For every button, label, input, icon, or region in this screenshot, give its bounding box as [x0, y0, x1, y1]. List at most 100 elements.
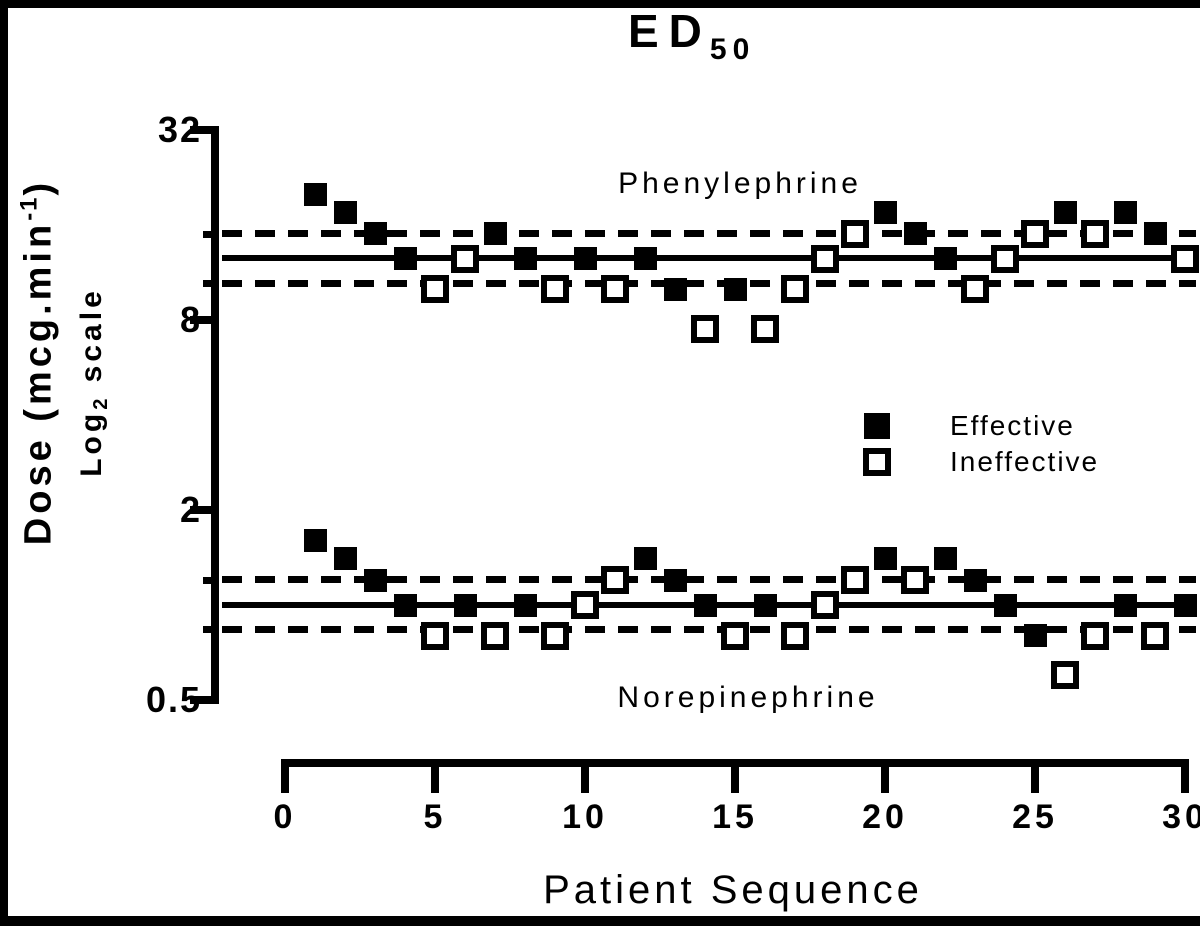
norepinephrine-p2-effective-marker: [334, 547, 357, 570]
y-axis-spine: [211, 126, 219, 704]
x-tick-label-30: 30: [1162, 798, 1200, 836]
frame-bottom-bar: [0, 916, 1200, 926]
norepinephrine-p23-effective-marker: [964, 569, 987, 592]
x-tick-label-10: 10: [562, 798, 608, 836]
phenylephrine-p13-effective-marker: [664, 278, 687, 301]
phenylephrine-p25-ineffective-marker: [1021, 220, 1049, 248]
norepinephrine-p11-ineffective-marker: [601, 566, 629, 594]
y-axis-minor-tick-phenylephrine-ci-lower: [203, 280, 219, 287]
y-axis-scale-subscript: 2: [90, 394, 112, 410]
norepinephrine-p14-effective-marker: [694, 594, 717, 617]
y-axis-major-tick-0.5: [190, 696, 219, 704]
y-tick-label-0.5: 0.5: [145, 679, 202, 720]
y-axis-title-superscript: -1: [15, 195, 43, 221]
frame-left-bar: [0, 0, 8, 926]
phenylephrine-p12-effective-marker: [634, 247, 657, 270]
norepinephrine-p6-effective-marker: [454, 594, 477, 617]
y-axis-major-tick-32: [190, 126, 219, 134]
norepinephrine-p7-ineffective-marker: [481, 622, 509, 650]
y-tick-label-32: 32: [157, 109, 202, 150]
norepinephrine-p17-ineffective-marker: [781, 622, 809, 650]
x-axis-tick-5: [431, 765, 439, 793]
x-axis-tick-10: [581, 765, 589, 793]
x-tick-label-20: 20: [862, 798, 908, 836]
series-label-phenylephrine: Phenylephrine: [618, 167, 862, 200]
y-tick-label-8: 8: [179, 299, 202, 340]
phenylephrine-ed50-line: [222, 255, 1188, 261]
norepinephrine-p29-ineffective-marker: [1141, 622, 1169, 650]
phenylephrine-p5-ineffective-marker: [421, 275, 449, 303]
norepinephrine-p16-effective-marker: [754, 594, 777, 617]
phenylephrine-p10-effective-marker: [574, 247, 597, 270]
phenylephrine-p21-effective-marker: [904, 222, 927, 245]
x-tick-label-25: 25: [1012, 798, 1058, 836]
norepinephrine-p18-ineffective-marker: [811, 591, 839, 619]
norepinephrine-p21-ineffective-marker: [901, 566, 929, 594]
phenylephrine-ci-upper-line: [222, 230, 1196, 237]
phenylephrine-p29-effective-marker: [1144, 222, 1167, 245]
chart-title-text: ED: [628, 5, 712, 57]
phenylephrine-p9-ineffective-marker: [541, 275, 569, 303]
y-axis-title: Dose (mcg.min-1): [16, 179, 61, 545]
phenylephrine-p23-ineffective-marker: [961, 275, 989, 303]
y-axis-major-tick-2: [190, 506, 219, 514]
phenylephrine-p4-effective-marker: [394, 247, 417, 270]
phenylephrine-p3-effective-marker: [364, 222, 387, 245]
phenylephrine-p28-effective-marker: [1114, 201, 1137, 224]
legend-effective-marker-icon: [864, 413, 890, 439]
norepinephrine-p19-ineffective-marker: [841, 566, 869, 594]
norepinephrine-p12-effective-marker: [634, 547, 657, 570]
phenylephrine-p6-ineffective-marker: [451, 245, 479, 273]
phenylephrine-p18-ineffective-marker: [811, 245, 839, 273]
phenylephrine-p11-ineffective-marker: [601, 275, 629, 303]
phenylephrine-p26-effective-marker: [1054, 201, 1077, 224]
norepinephrine-p28-effective-marker: [1114, 594, 1137, 617]
phenylephrine-p19-ineffective-marker: [841, 220, 869, 248]
chart-title-subscript: 50: [709, 33, 756, 66]
phenylephrine-p24-ineffective-marker: [991, 245, 1019, 273]
legend-ineffective-marker-icon: [863, 448, 891, 476]
norepinephrine-p15-ineffective-marker: [721, 622, 749, 650]
norepinephrine-p4-effective-marker: [394, 594, 417, 617]
phenylephrine-p27-ineffective-marker: [1081, 220, 1109, 248]
legend-effective-label: Effective: [950, 410, 1075, 441]
chart-title: ED50: [628, 4, 757, 66]
x-axis-tick-15: [731, 765, 739, 793]
norepinephrine-p26-ineffective-marker: [1051, 661, 1079, 689]
norepinephrine-p27-ineffective-marker: [1081, 622, 1109, 650]
norepinephrine-p25-effective-marker: [1024, 624, 1047, 647]
y-axis-title-main: Dose (mcg.min: [17, 220, 60, 546]
phenylephrine-p15-effective-marker: [724, 278, 747, 301]
norepinephrine-p10-ineffective-marker: [571, 591, 599, 619]
y-axis-title-suffix: ): [17, 178, 60, 196]
phenylephrine-p7-effective-marker: [484, 222, 507, 245]
phenylephrine-ci-lower-line: [222, 280, 1196, 287]
norepinephrine-p8-effective-marker: [514, 594, 537, 617]
x-tick-label-5: 5: [423, 798, 447, 836]
phenylephrine-p16-ineffective-marker: [751, 315, 779, 343]
norepinephrine-p1-effective-marker: [304, 529, 327, 552]
y-axis-minor-tick-norepinephrine-ci-upper: [203, 577, 219, 584]
norepinephrine-p5-ineffective-marker: [421, 622, 449, 650]
y-axis-minor-tick-norepinephrine-ci-lower: [203, 626, 219, 633]
norepinephrine-p24-effective-marker: [994, 594, 1017, 617]
y-tick-label-2: 2: [179, 489, 202, 530]
norepinephrine-p3-effective-marker: [364, 569, 387, 592]
norepinephrine-ci-lower-line: [222, 626, 1196, 633]
norepinephrine-p13-effective-marker: [664, 569, 687, 592]
series-label-norepinephrine: Norepinephrine: [617, 681, 879, 714]
phenylephrine-p20-effective-marker: [874, 201, 897, 224]
x-axis-tick-0: [281, 765, 289, 793]
norepinephrine-p20-effective-marker: [874, 547, 897, 570]
phenylephrine-p1-effective-marker: [304, 183, 327, 206]
x-axis-tick-30: [1181, 765, 1189, 793]
norepinephrine-p22-effective-marker: [934, 547, 957, 570]
y-axis-scale-pre: Log: [75, 409, 108, 477]
phenylephrine-p30-ineffective-marker: [1171, 245, 1199, 273]
norepinephrine-p30-effective-marker: [1174, 594, 1197, 617]
phenylephrine-p14-ineffective-marker: [691, 315, 719, 343]
phenylephrine-p8-effective-marker: [514, 247, 537, 270]
x-axis-title: Patient Sequence: [543, 868, 923, 912]
norepinephrine-p9-ineffective-marker: [541, 622, 569, 650]
